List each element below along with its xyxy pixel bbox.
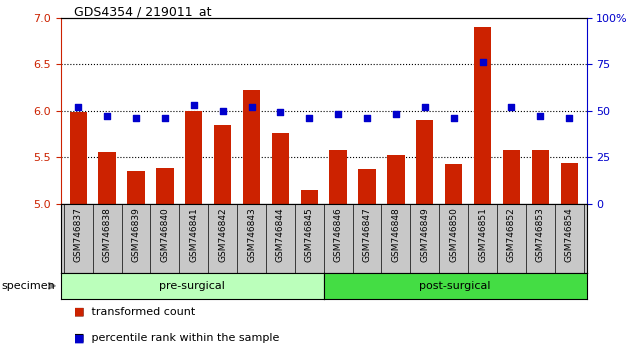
Bar — [387, 155, 404, 204]
Bar — [301, 190, 318, 204]
Bar — [185, 110, 203, 204]
Text: GSM746848: GSM746848 — [392, 207, 401, 262]
Bar — [560, 162, 578, 204]
Bar — [474, 27, 491, 204]
Bar — [358, 169, 376, 204]
Point — [362, 115, 372, 121]
Point — [449, 115, 459, 121]
Point — [304, 115, 314, 121]
Point — [564, 115, 574, 121]
Point — [333, 112, 344, 117]
Point — [160, 115, 170, 121]
Text: GSM746853: GSM746853 — [536, 207, 545, 262]
Text: GSM746838: GSM746838 — [103, 207, 112, 262]
Point — [535, 113, 545, 119]
Text: GSM746852: GSM746852 — [507, 207, 516, 262]
Text: GSM746845: GSM746845 — [304, 207, 313, 262]
Bar — [214, 125, 231, 204]
Point — [246, 104, 256, 110]
Bar — [128, 171, 145, 204]
Text: GSM746837: GSM746837 — [74, 207, 83, 262]
Point — [102, 113, 112, 119]
Point — [420, 104, 430, 110]
Text: ■  percentile rank within the sample: ■ percentile rank within the sample — [74, 333, 279, 343]
Text: GSM746847: GSM746847 — [363, 207, 372, 262]
Bar — [99, 152, 116, 204]
Point — [478, 59, 488, 65]
Text: ■: ■ — [74, 307, 84, 317]
Text: ■: ■ — [74, 333, 84, 343]
Text: pre-surgical: pre-surgical — [160, 281, 225, 291]
Text: GSM746840: GSM746840 — [160, 207, 169, 262]
Bar — [445, 164, 462, 204]
Bar — [503, 150, 520, 204]
Bar — [156, 168, 174, 204]
Point — [131, 115, 141, 121]
Bar — [243, 90, 260, 204]
Text: specimen: specimen — [1, 281, 55, 291]
Point — [506, 104, 517, 110]
Point — [391, 112, 401, 117]
Text: GSM746854: GSM746854 — [565, 207, 574, 262]
Text: GSM746844: GSM746844 — [276, 207, 285, 262]
Bar — [531, 150, 549, 204]
Text: GSM746850: GSM746850 — [449, 207, 458, 262]
Bar — [329, 150, 347, 204]
Text: ■  transformed count: ■ transformed count — [74, 307, 195, 317]
Text: post-surgical: post-surgical — [419, 281, 491, 291]
Text: GSM746839: GSM746839 — [131, 207, 140, 262]
Point — [275, 110, 285, 115]
Text: GDS4354 / 219011_at: GDS4354 / 219011_at — [74, 5, 212, 18]
Text: GSM746843: GSM746843 — [247, 207, 256, 262]
Point — [188, 102, 199, 108]
Text: GSM746842: GSM746842 — [218, 207, 227, 262]
Bar — [70, 112, 87, 204]
Text: GSM746841: GSM746841 — [189, 207, 198, 262]
Text: GSM746851: GSM746851 — [478, 207, 487, 262]
Point — [73, 104, 83, 110]
Bar — [272, 133, 289, 204]
Point — [217, 108, 228, 113]
Bar — [416, 120, 433, 204]
Text: GSM746846: GSM746846 — [334, 207, 343, 262]
Text: GSM746849: GSM746849 — [420, 207, 429, 262]
